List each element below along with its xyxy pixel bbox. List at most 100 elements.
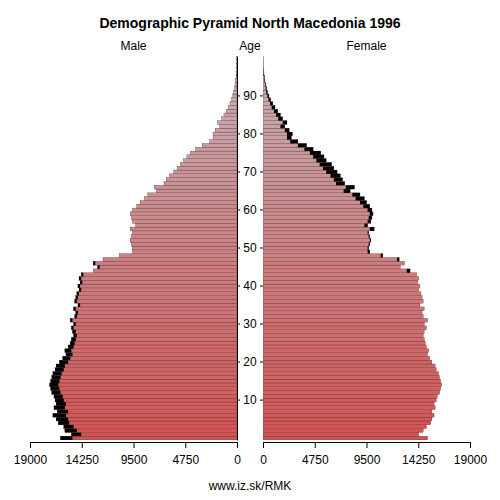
- bar: [50, 383, 237, 387]
- excess-bar: [272, 105, 275, 109]
- bar: [263, 330, 424, 334]
- bar: [263, 140, 298, 144]
- bar: [263, 315, 423, 319]
- series-label: Female: [346, 39, 386, 53]
- bar: [263, 56, 264, 60]
- excess-bar: [75, 315, 77, 319]
- bar: [131, 235, 237, 239]
- tick: 4750: [172, 442, 199, 467]
- excess-bar: [368, 219, 371, 223]
- bar: [65, 349, 237, 353]
- chart: Demographic Pyramid North Macedonia 1996…: [0, 0, 500, 500]
- tick-label: 0: [260, 453, 267, 467]
- excess-bar: [57, 410, 68, 414]
- bar: [263, 387, 441, 391]
- source: www.iz.sk/RMK: [208, 479, 292, 493]
- excess-bar: [263, 60, 264, 64]
- bar: [263, 417, 432, 421]
- bar: [140, 200, 237, 204]
- bar: [263, 436, 428, 440]
- bar: [132, 250, 237, 254]
- age-axis: 102030405060708090: [237, 57, 263, 441]
- bar: [263, 67, 264, 71]
- excess-bar: [370, 227, 374, 231]
- excess-bar: [268, 98, 270, 102]
- tick-mark: [260, 362, 263, 363]
- bar: [263, 273, 417, 277]
- bar: [202, 143, 237, 147]
- bar: [196, 147, 237, 151]
- tick-mark: [237, 248, 240, 249]
- bar: [54, 406, 237, 410]
- excess-bar: [274, 109, 278, 113]
- excess-bar: [52, 391, 61, 395]
- bar: [263, 181, 345, 185]
- tick-mark: [237, 133, 240, 134]
- bar: [70, 318, 237, 322]
- excess-bar: [81, 273, 83, 277]
- excess-bar: [283, 121, 287, 125]
- bar: [217, 121, 237, 125]
- bar: [263, 113, 280, 117]
- excess-bar: [264, 79, 266, 83]
- bar: [130, 238, 237, 242]
- excess-bar: [363, 204, 370, 208]
- tick: 4750: [302, 442, 329, 467]
- bar: [169, 174, 237, 178]
- bar: [65, 429, 237, 433]
- bar: [74, 307, 237, 311]
- bar: [54, 394, 237, 398]
- bar: [236, 64, 237, 68]
- bar: [263, 128, 289, 132]
- bar: [130, 227, 237, 231]
- bar: [77, 292, 237, 296]
- tick-label: 20: [243, 355, 257, 369]
- excess-bar: [53, 413, 66, 417]
- excess-bar: [263, 71, 264, 75]
- tick: 14250: [402, 442, 436, 467]
- tick: 0: [234, 442, 241, 467]
- excess-bar: [285, 128, 289, 132]
- bar: [263, 143, 307, 147]
- bar: [263, 98, 271, 102]
- bar: [98, 265, 237, 269]
- bar: [56, 364, 237, 368]
- bar: [61, 436, 237, 440]
- excess-bar: [58, 421, 69, 425]
- bar: [174, 170, 237, 174]
- bar: [263, 406, 435, 410]
- excess-bar: [54, 406, 65, 410]
- bar: [131, 216, 237, 220]
- bar: [263, 246, 369, 250]
- excess-bar: [56, 364, 65, 368]
- bar: [59, 360, 237, 364]
- excess-bar: [71, 337, 75, 341]
- bar: [263, 280, 418, 284]
- bar: [80, 280, 237, 284]
- bar: [136, 223, 237, 227]
- excess-bar: [287, 132, 292, 136]
- bar: [263, 90, 268, 94]
- bar: [263, 162, 332, 166]
- bar: [263, 223, 368, 227]
- excess-bar: [370, 212, 373, 216]
- excess-bar: [93, 261, 95, 265]
- excess-bar: [263, 56, 264, 60]
- bar: [93, 261, 237, 265]
- bar: [236, 71, 237, 75]
- excess-bar: [74, 307, 76, 311]
- excess-bar: [72, 330, 75, 334]
- bar: [71, 326, 237, 330]
- bar: [51, 387, 237, 391]
- tick: 40: [237, 279, 263, 293]
- bar: [131, 242, 237, 246]
- bar: [72, 330, 237, 334]
- bar: [263, 193, 360, 197]
- excess-bar: [369, 216, 372, 220]
- bar: [263, 174, 340, 178]
- bar: [263, 379, 441, 383]
- excess-bar: [334, 178, 343, 182]
- bar: [263, 326, 426, 330]
- tick-mark: [260, 324, 263, 325]
- tick: 20: [237, 355, 263, 369]
